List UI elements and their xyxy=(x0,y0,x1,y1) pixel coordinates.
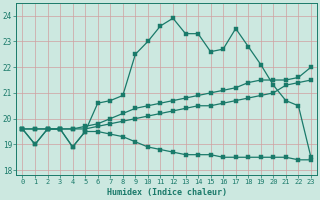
X-axis label: Humidex (Indice chaleur): Humidex (Indice chaleur) xyxy=(107,188,227,197)
